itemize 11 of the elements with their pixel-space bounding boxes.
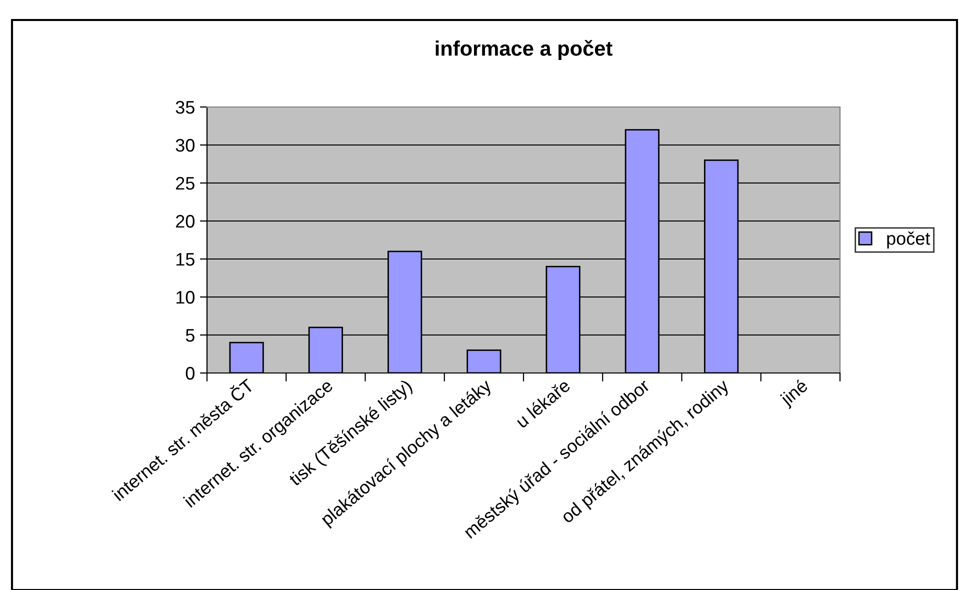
y-tick-label: 25 [176, 176, 194, 190]
y-tick-label: 35 [176, 100, 194, 114]
x-tick-label: jiné [778, 378, 811, 410]
y-tick-label: 0 [186, 366, 194, 380]
y-tick-label: 10 [176, 290, 194, 304]
y-tick-label: 20 [176, 214, 194, 228]
y-tick-label: 15 [176, 253, 194, 266]
y-tick-label: 5 [186, 329, 194, 342]
chart-title: informace a počet [436, 40, 612, 60]
legend-label: počet [887, 232, 930, 248]
y-tick-label: 30 [176, 138, 194, 152]
